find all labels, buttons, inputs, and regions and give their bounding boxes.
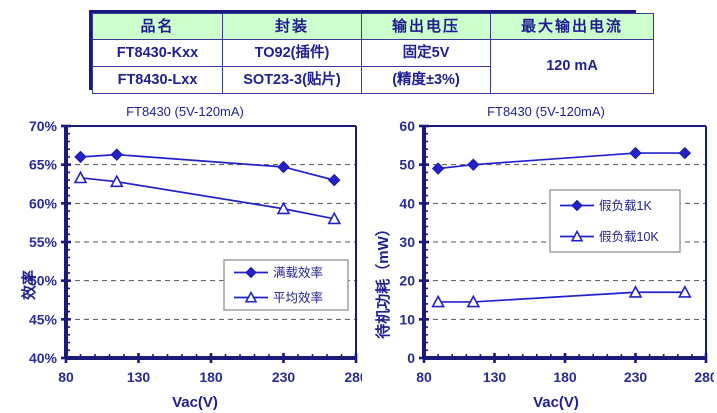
data-point-marker xyxy=(327,211,342,225)
standby-power-chart-svg: FT8430 (5V-120mA) 0 10 20 30 40 50 60 80 130 180… xyxy=(374,104,714,411)
y-axis-title: 待机功耗（mW） xyxy=(374,221,392,339)
chart-legend: 假负载1K 假负载10K xyxy=(549,189,681,253)
column-header-max-current: 最大输出电流 xyxy=(490,13,654,40)
y-tick-label: 60 xyxy=(399,118,415,134)
data-point-marker xyxy=(678,146,692,160)
y-tick-label: 50 xyxy=(399,157,415,173)
y-tick-label: 45% xyxy=(29,311,58,327)
y-tick-label: 70% xyxy=(29,118,58,134)
y-tick-label: 50% xyxy=(29,273,58,289)
data-point-marker xyxy=(74,150,87,164)
data-point-marker xyxy=(628,285,643,298)
legend-marker xyxy=(571,199,583,212)
y-tick-label: 55% xyxy=(29,234,58,250)
series-line xyxy=(438,291,685,303)
x-tick-label: 180 xyxy=(199,369,223,385)
y-tick-label: 20 xyxy=(399,273,415,289)
y-tick-label: 40% xyxy=(29,350,58,366)
y-axis-tick-labels: 40% 45% 50% 55% 60% 65% 70% xyxy=(29,118,58,366)
x-tick-label: 130 xyxy=(127,369,151,385)
legend-marker xyxy=(245,266,257,279)
x-tick-label: 80 xyxy=(58,369,74,385)
x-axis-title: Vac(V) xyxy=(533,394,579,411)
data-point-marker xyxy=(431,294,445,308)
gridlines xyxy=(66,126,356,358)
data-point-marker xyxy=(328,173,341,187)
y-tick-label: 0 xyxy=(407,350,415,366)
y-tick-label: 60% xyxy=(29,195,58,211)
column-header-out-voltage: 输出电压 xyxy=(361,13,491,40)
x-tick-label: 180 xyxy=(553,369,577,385)
data-point-marker xyxy=(276,201,291,215)
data-point-marker xyxy=(110,148,123,161)
y-axis-title: 效率 xyxy=(20,270,38,300)
cell-output-voltage-line1: 固定5V xyxy=(361,39,491,67)
table-row: FT8430-Kxx TO92(插件) 固定5V 120 mA xyxy=(92,39,654,94)
cell-max-output-current: 120 mA xyxy=(490,39,654,94)
legend-label: 满载效率 xyxy=(273,265,323,280)
data-point-marker xyxy=(277,160,290,174)
plot-frame xyxy=(419,124,708,363)
x-tick-label: 230 xyxy=(624,369,648,385)
chart-title: FT8430 (5V-120mA) xyxy=(487,104,605,119)
cell-package-2: SOT23-3(贴片) xyxy=(222,66,362,94)
data-point-marker xyxy=(109,174,124,188)
data-point-marker xyxy=(431,162,445,175)
x-axis-title: Vac(V) xyxy=(172,394,218,411)
y-axis-tick-labels: 0 10 20 30 40 50 60 xyxy=(399,118,415,366)
spec-table-grid: 品名 封装 输出电压 最大输出电流 FT8430-Kxx TO92(插件) 固定… xyxy=(92,13,654,94)
chart-title: FT8430 (5V-120mA) xyxy=(126,104,244,119)
standby-power-chart: FT8430 (5V-120mA) 0 10 20 30 40 50 60 80 130 180… xyxy=(366,100,714,413)
cell-package-1: TO92(插件) xyxy=(222,39,362,67)
table-header-row: 品名 封装 输出电压 最大输出电流 xyxy=(92,13,654,40)
data-point-marker xyxy=(466,294,481,308)
x-axis-tick-labels: 80 130 180 230 280 xyxy=(58,369,362,385)
x-tick-label: 280 xyxy=(344,369,362,385)
x-axis-tick-labels: 80 130 180 230 280 xyxy=(416,369,714,385)
x-tick-label: 280 xyxy=(694,369,714,385)
spec-table: 品名 封装 输出电压 最大输出电流 FT8430-Kxx TO92(插件) 固定… xyxy=(89,10,654,94)
column-header-package: 封装 xyxy=(222,13,362,40)
legend-label: 平均效率 xyxy=(273,290,323,305)
legend-label: 假负载10K xyxy=(599,230,659,244)
x-tick-label: 230 xyxy=(272,369,296,385)
y-tick-label: 30 xyxy=(399,234,415,250)
legend-label: 假负载1K xyxy=(599,199,652,213)
y-tick-label: 65% xyxy=(29,157,58,173)
cell-part-name-1: FT8430-Kxx xyxy=(92,39,223,67)
data-series-group xyxy=(431,146,692,308)
series-line xyxy=(438,152,685,170)
data-point-marker xyxy=(467,158,480,171)
plot-frame xyxy=(61,124,358,363)
series-line xyxy=(80,153,335,181)
cell-output-voltage-line2: (精度±3%) xyxy=(361,66,491,94)
data-point-marker xyxy=(678,285,692,298)
x-tick-label: 80 xyxy=(416,369,432,385)
table-row: FT8430-Lxx SOT23-3(贴片) (精度±3%) xyxy=(92,66,654,94)
efficiency-chart-svg: FT8430 (5V-120mA) 40%45%50%55%60%65%70% … xyxy=(20,104,362,411)
legend-marker xyxy=(244,290,258,303)
x-tick-label: 130 xyxy=(483,369,507,385)
data-point-marker xyxy=(629,146,642,160)
efficiency-chart: FT8430 (5V-120mA) 40% 45% 50% 55% 60% 65% 70% … xyxy=(8,100,362,413)
series-line xyxy=(80,176,335,220)
y-tick-label: 10 xyxy=(399,311,415,327)
y-tick-label: 40 xyxy=(399,195,415,211)
legend-marker xyxy=(570,229,584,242)
column-header-part-name: 品名 xyxy=(92,13,223,40)
data-point-marker xyxy=(73,170,88,184)
data-series-group xyxy=(73,148,342,225)
cell-part-name-2: FT8430-Lxx xyxy=(92,66,223,94)
